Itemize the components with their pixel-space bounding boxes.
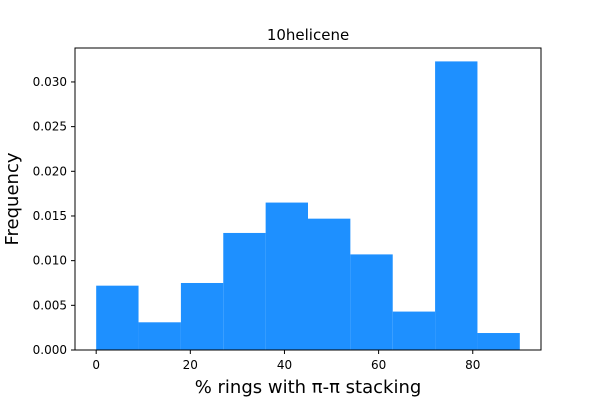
x-tick-label: 20 (183, 358, 198, 372)
histogram-bar (350, 254, 393, 350)
x-tick-label: 80 (465, 358, 480, 372)
y-tick-label: 0.000 (33, 343, 67, 357)
x-axis-ticks: 0 20 40 60 80 (92, 350, 480, 372)
y-tick-label: 0.010 (33, 254, 67, 268)
y-tick-label: 0.005 (33, 298, 67, 312)
x-tick-label: 40 (277, 358, 292, 372)
y-axis-ticks: 0.000 0.005 0.010 0.015 0.020 0.025 0.030 (33, 75, 75, 357)
histogram-bar (392, 311, 436, 350)
histogram-bar (265, 202, 308, 350)
x-axis-label: % rings with π-π stacking (195, 377, 422, 398)
x-tick-label: 60 (371, 358, 386, 372)
histogram-bar (477, 333, 520, 350)
x-tick-label: 0 (92, 358, 100, 372)
y-tick-label: 0.015 (33, 209, 67, 223)
histogram-bar (180, 282, 224, 350)
histogram-bar (435, 61, 478, 351)
y-tick-label: 0.020 (33, 164, 67, 178)
y-tick-label: 0.025 (33, 120, 67, 134)
y-tick-label: 0.030 (33, 75, 67, 89)
histogram-bar (223, 232, 266, 350)
chart-title: 10helicene (267, 26, 349, 44)
histogram-bar (308, 218, 351, 350)
bars-layer (96, 61, 520, 351)
plot-frame (74, 47, 542, 351)
y-axis-label: Frequency (2, 152, 23, 245)
histogram-bar (138, 322, 181, 350)
histogram-bar (96, 285, 139, 350)
